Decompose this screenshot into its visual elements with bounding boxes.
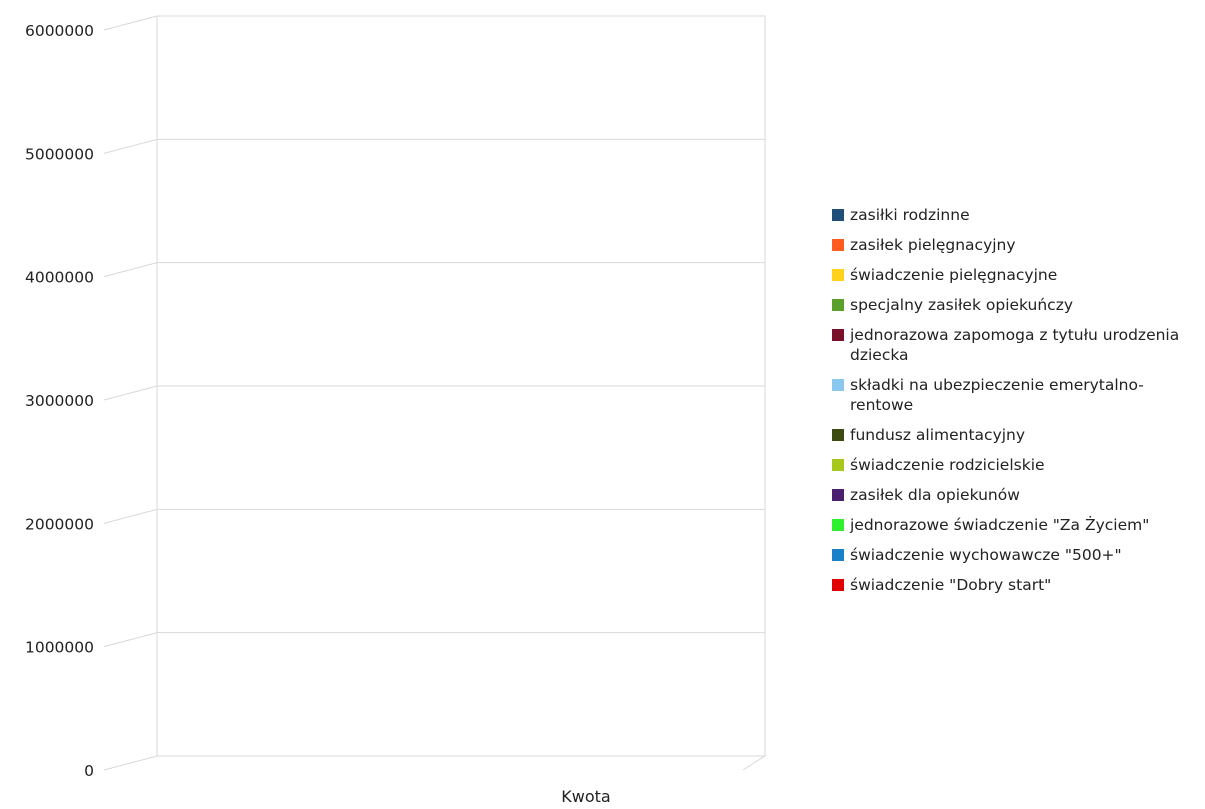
- gridline-side: [103, 385, 158, 401]
- legend-item: świadczenie rodzicielskie: [832, 455, 1202, 475]
- legend-label: jednorazowa zapomoga z tytułu urodzenia …: [850, 326, 1180, 364]
- legend-label: świadczenie rodzicielskie: [850, 456, 1045, 474]
- y-tick-label: 5000000: [25, 145, 94, 163]
- legend-label: fundusz alimentacyjny: [850, 426, 1026, 444]
- gridline-side: [103, 262, 158, 278]
- legend-swatch: [832, 549, 844, 561]
- legend-swatch: [832, 519, 844, 531]
- legend-label: jednorazowe świadczenie "Za Życiem": [850, 516, 1150, 534]
- legend-swatch: [832, 379, 844, 391]
- y-tick-label: 2000000: [25, 515, 94, 533]
- y-tick-label: 3000000: [25, 392, 94, 410]
- legend-swatch: [832, 459, 844, 471]
- legend-swatch: [832, 269, 844, 281]
- legend-swatch: [832, 209, 844, 221]
- legend-label: specjalny zasiłek opiekuńczy: [850, 296, 1074, 314]
- legend-label: zasiłek dla opiekunów: [850, 486, 1020, 504]
- legend-swatch: [832, 299, 844, 311]
- floor: [103, 755, 767, 771]
- gridline-side: [103, 15, 158, 31]
- legend-swatch: [832, 329, 844, 341]
- legend-swatch: [832, 579, 844, 591]
- legend-label: świadczenie "Dobry start": [850, 576, 1052, 594]
- legend: zasiłki rodzinne zasiłek pielęgnacyjny świ…: [832, 205, 1202, 605]
- y-tick-label: 1000000: [25, 639, 94, 657]
- y-tick-label: 4000000: [25, 269, 94, 287]
- legend-item: fundusz alimentacyjny: [832, 425, 1202, 445]
- legend-item: jednorazowe świadczenie "Za Życiem": [832, 515, 1202, 535]
- y-tick-label: 6000000: [25, 22, 94, 40]
- legend-label: zasiłek pielęgnacyjny: [850, 236, 1016, 254]
- gridline-side: [103, 138, 158, 154]
- x-axis-label: Kwota: [561, 787, 610, 806]
- legend-item: świadczenie pielęgnacyjne: [832, 265, 1202, 285]
- legend-swatch: [832, 239, 844, 251]
- legend-label: świadczenie pielęgnacyjne: [850, 266, 1058, 284]
- legend-item: jednorazowa zapomoga z tytułu urodzenia …: [832, 325, 1202, 365]
- legend-item: składki na ubezpieczenie emerytalno-rent…: [832, 375, 1202, 415]
- legend-item: zasiłek dla opiekunów: [832, 485, 1202, 505]
- legend-label: składki na ubezpieczenie emerytalno-rent…: [850, 376, 1144, 414]
- chart-walls: [103, 15, 767, 771]
- legend-swatch: [832, 489, 844, 501]
- legend-item: zasiłek pielęgnacyjny: [832, 235, 1202, 255]
- legend-swatch: [832, 429, 844, 441]
- gridlines: [103, 15, 765, 648]
- legend-item: świadczenie "Dobry start": [832, 575, 1202, 595]
- y-axis-ticks: 0 1000000 2000000 3000000 4000000 5000000 6000…: [25, 22, 94, 780]
- gridline-side: [103, 508, 158, 524]
- legend-label: świadczenie wychowawcze "500+": [850, 546, 1122, 564]
- legend-item: świadczenie wychowawcze "500+": [832, 545, 1202, 565]
- legend-label: zasiłki rodzinne: [850, 206, 970, 224]
- gridline-side: [103, 632, 158, 648]
- legend-item: zasiłki rodzinne: [832, 205, 1202, 225]
- legend-item: specjalny zasiłek opiekuńczy: [832, 295, 1202, 315]
- y-tick-label: 0: [84, 762, 94, 780]
